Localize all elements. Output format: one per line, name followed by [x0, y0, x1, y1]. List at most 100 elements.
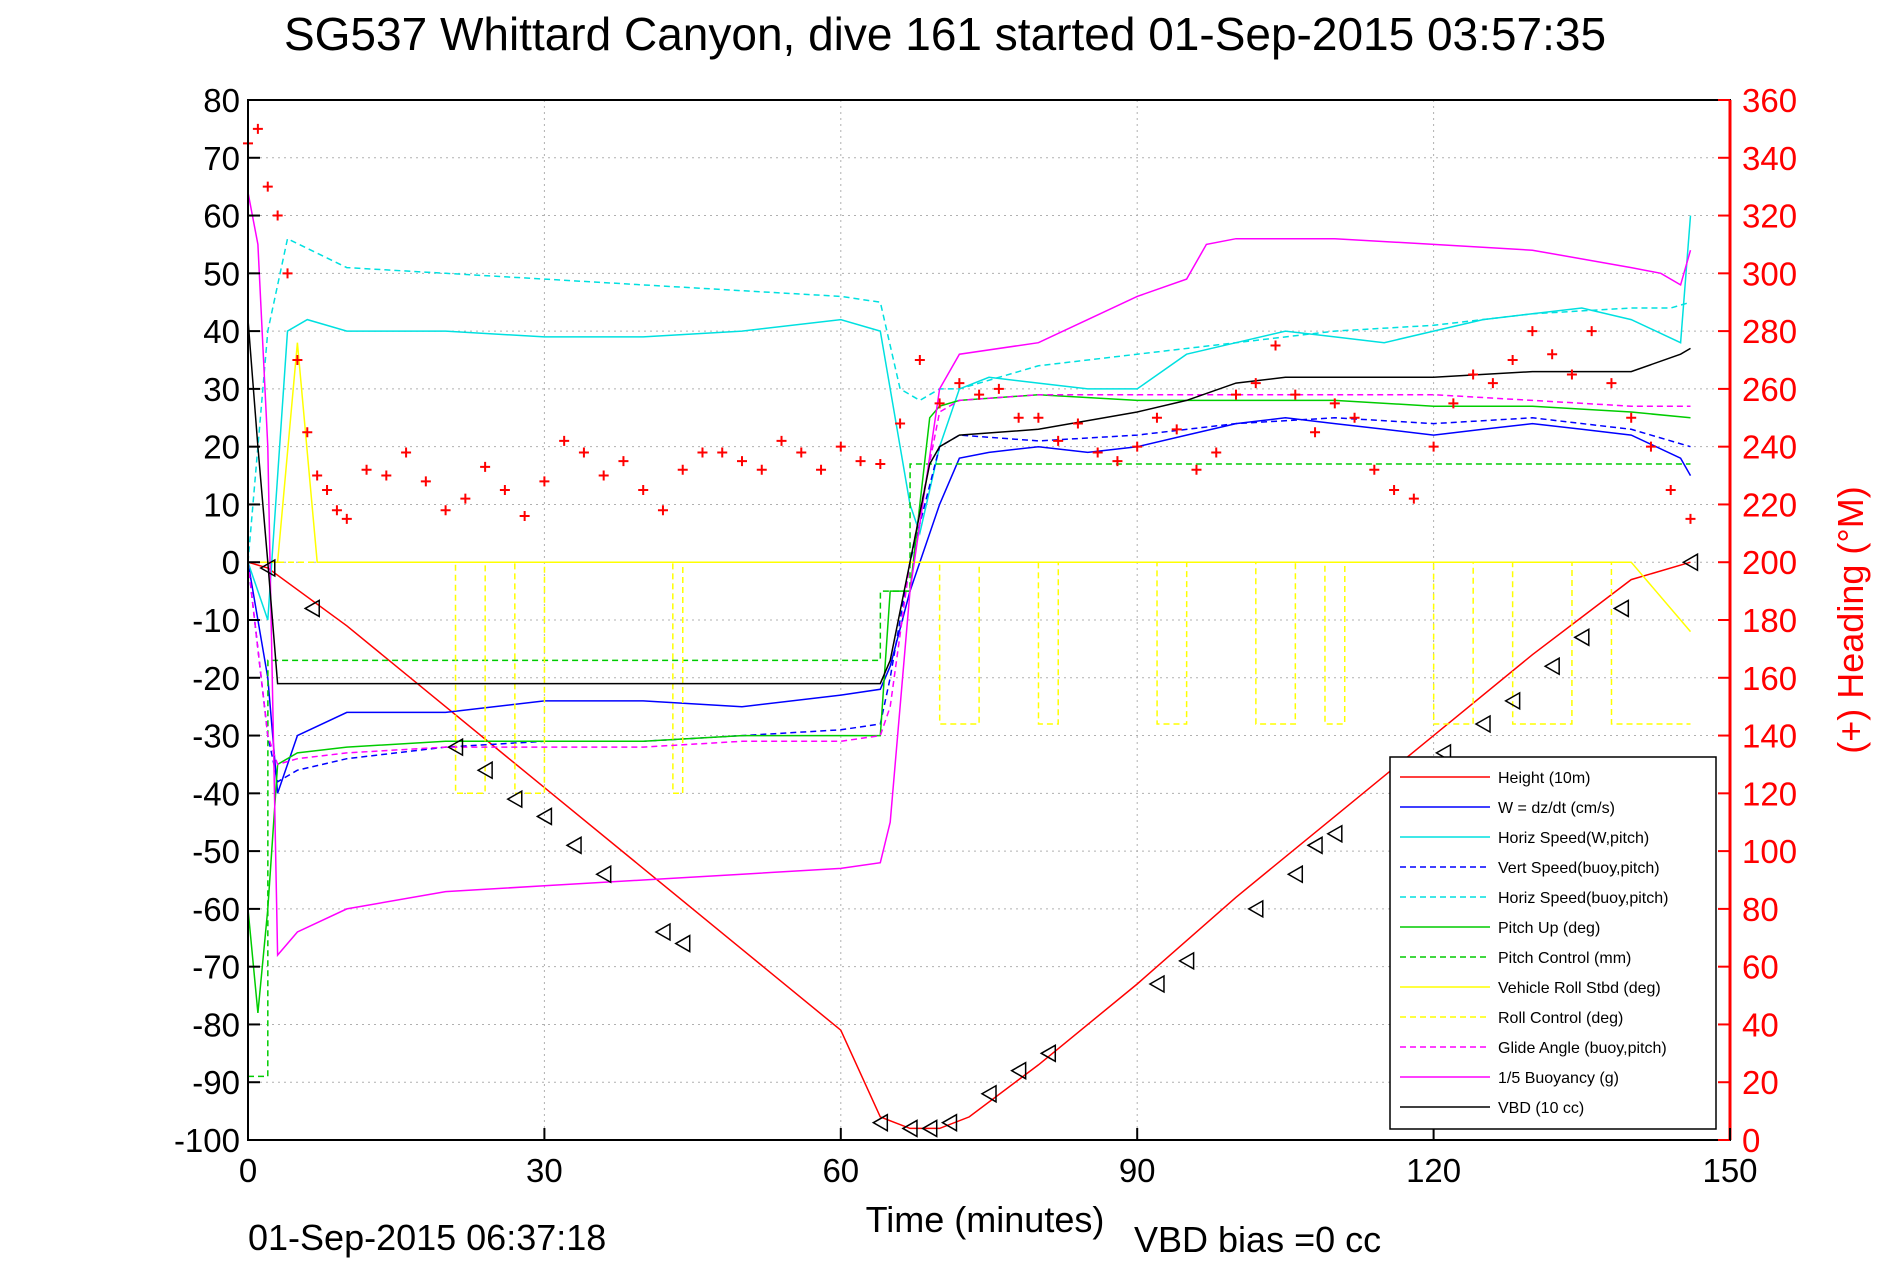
series-12-point-48 [1092, 447, 1103, 458]
left-tick-label-18: -100 [174, 1122, 240, 1159]
series-12-point-5 [292, 355, 303, 365]
series-12-point-8 [322, 485, 333, 495]
right-tick-label-3: 300 [1742, 255, 1797, 292]
height-marker-1 [303, 599, 320, 618]
right-tick-label-17: 20 [1742, 1064, 1779, 1101]
right-tick-label-1: 340 [1742, 140, 1797, 177]
series-12-point-25 [638, 485, 649, 495]
series-12-point-3 [272, 210, 283, 221]
series-12-point-45 [1033, 412, 1044, 423]
series-12-point-52 [1171, 424, 1182, 435]
height-marker-12 [921, 1119, 938, 1138]
series-12-point-36 [855, 456, 866, 467]
height-marker-3 [476, 760, 493, 780]
height-marker-2 [446, 737, 464, 757]
legend-label-10: 1/5 Buoyancy (g) [1498, 1070, 1619, 1087]
left-tick-label-11: -30 [192, 718, 240, 755]
footer-vbd-bias: VBD bias =0 cc [1134, 1219, 1381, 1260]
series-12-point-55 [1231, 389, 1241, 400]
height-marker-26 [1543, 656, 1560, 676]
left-tick-label-8: 0 [222, 544, 240, 581]
height-marker-8 [654, 922, 671, 942]
series-12-point-2 [262, 181, 273, 192]
right-tick-label-13: 100 [1742, 833, 1797, 870]
height-marker-27 [1573, 628, 1590, 647]
series-12-point-43 [993, 383, 1004, 394]
series-12-point-10 [341, 513, 352, 524]
series-12-point-27 [677, 464, 688, 475]
series-12-point-37 [875, 459, 886, 469]
left-tick-label-10: -20 [192, 660, 240, 697]
series-12-point-42 [974, 389, 985, 400]
left-tick-label-9: -10 [192, 602, 240, 639]
height-marker-0 [259, 558, 276, 578]
series-12-point-30 [737, 456, 747, 467]
series-12-point-28 [697, 447, 708, 458]
legend-label-2: Horiz Speed(W,pitch) [1498, 830, 1649, 847]
chart-title: SG537 Whittard Canyon, dive 161 started … [284, 8, 1606, 60]
series-12-point-51 [1151, 412, 1162, 423]
right-tick-label-11: 140 [1742, 718, 1797, 755]
right-tick-label-0: 360 [1742, 82, 1797, 119]
series-12-point-70 [1527, 326, 1538, 337]
right-tick-label-14: 80 [1742, 891, 1779, 928]
height-marker-18 [1178, 951, 1195, 971]
series-12-points [243, 123, 1696, 524]
series-12-point-35 [835, 441, 846, 452]
series-12-point-31 [756, 464, 767, 475]
left-tick-label-3: 50 [203, 255, 240, 292]
height-marker-14 [980, 1084, 997, 1104]
x-tick-label-0: 0 [239, 1152, 257, 1189]
series-12-point-71 [1547, 349, 1558, 360]
series-12-point-47 [1072, 418, 1083, 429]
legend-label-5: Pitch Up (deg) [1498, 920, 1600, 937]
series-12-point-64 [1408, 493, 1419, 504]
height-marker-7 [595, 864, 612, 884]
series-12-point-53 [1191, 464, 1202, 475]
series-12-point-17 [480, 461, 491, 472]
height-marker-11 [901, 1119, 918, 1138]
right-tick-label-15: 60 [1742, 949, 1779, 986]
series-12-point-58 [1290, 389, 1301, 400]
right-tick-label-7: 220 [1742, 486, 1797, 523]
series-12-point-23 [598, 470, 609, 481]
height-marker-19 [1247, 899, 1264, 919]
series-12-point-65 [1428, 441, 1439, 452]
series-12-point-22 [578, 447, 589, 458]
x-tick-label-1: 30 [526, 1152, 563, 1189]
series-12-point-29 [717, 447, 728, 458]
series-12-point-44 [1013, 412, 1024, 423]
series-4-line [247, 237, 1691, 563]
series-12-point-60 [1329, 398, 1340, 409]
height-marker-5 [535, 807, 553, 826]
series-12-point-54 [1211, 447, 1222, 458]
series-12-point-73 [1586, 326, 1597, 337]
height-marker-22 [1326, 824, 1343, 844]
series-12-point-49 [1112, 456, 1123, 467]
right-tick-label-16: 40 [1742, 1006, 1779, 1043]
series-12-point-14 [420, 476, 431, 487]
right-tick-label-4: 280 [1742, 313, 1797, 350]
right-tick-label-5: 260 [1742, 371, 1797, 408]
series-12-point-50 [1132, 441, 1143, 452]
legend-label-1: W = dz/dt (cm/s) [1498, 800, 1615, 817]
series-12-point-78 [1685, 513, 1696, 524]
legend-label-9: Glide Angle (buoy,pitch) [1498, 1040, 1667, 1057]
series-12-point-19 [519, 511, 530, 521]
series-12-point-33 [796, 447, 807, 458]
right-tick-label-2: 320 [1742, 198, 1797, 235]
series-12-point-9 [331, 505, 342, 516]
x-ticks: 0 30 60 90 120 150 [239, 1128, 1758, 1189]
series-1-line [247, 417, 1692, 794]
series-12-point-26 [657, 505, 668, 516]
height-marker-13 [940, 1113, 958, 1132]
left-tick-label-0: 80 [203, 82, 240, 119]
series-12-point-38 [895, 418, 906, 429]
series-2-line [247, 215, 1692, 621]
series-12-point-21 [559, 435, 570, 446]
series-12-point-76 [1645, 441, 1656, 452]
series-12-point-77 [1665, 485, 1676, 495]
series-12-point-6 [302, 427, 313, 438]
left-tick-label-15: -70 [192, 949, 240, 986]
series-12-point-62 [1369, 464, 1380, 475]
